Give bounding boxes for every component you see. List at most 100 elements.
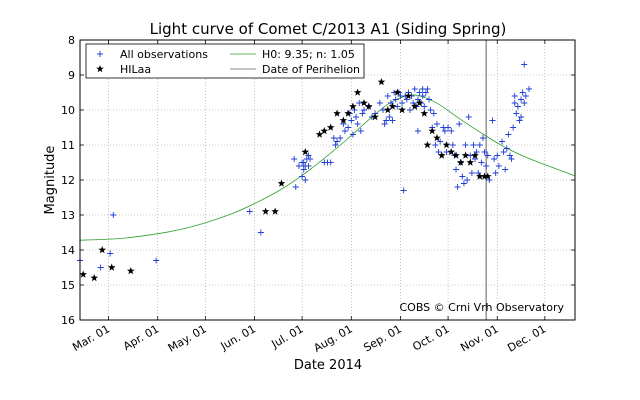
observation-point (522, 93, 529, 99)
observation-point (305, 152, 312, 159)
observation-point (419, 93, 426, 99)
hilaa-point (447, 148, 456, 156)
hilaa-point (433, 134, 441, 142)
observation-point (110, 212, 117, 218)
hilaa-point (410, 102, 419, 110)
observation-point (491, 156, 498, 162)
observation-point (468, 170, 475, 176)
observation-point (153, 257, 160, 264)
observation-point (356, 100, 363, 106)
observation-point (386, 114, 393, 120)
observation-point (400, 187, 407, 194)
hilaa-point (320, 127, 329, 135)
observation-point (407, 107, 413, 113)
observation-point (299, 173, 306, 180)
observation-point (422, 89, 429, 96)
observation-point (389, 117, 396, 124)
hilaa-point (79, 270, 87, 278)
observation-point (503, 145, 510, 152)
observation-point (510, 124, 517, 131)
hilaa-point (420, 109, 429, 117)
observation-point (334, 138, 341, 145)
observation-point (500, 149, 507, 155)
observation-point (473, 149, 480, 155)
observation-point (307, 156, 314, 162)
observation-point (484, 152, 491, 159)
x-axis-label: Date 2014 (294, 358, 362, 373)
chart-title: Light curve of Comet C/2013 A1 (Siding S… (150, 20, 507, 38)
legend-marker-star (96, 65, 104, 73)
observation-point (410, 100, 417, 106)
hilaa-point (377, 78, 386, 86)
y-axis-label: Magnitude (43, 146, 58, 215)
observation-point (421, 103, 428, 110)
observation-point (359, 110, 366, 117)
hilaa-point (466, 158, 475, 166)
hilaa-point (476, 172, 484, 180)
observation-point (411, 86, 418, 92)
observation-point (516, 117, 523, 124)
legend-label: H0: 9.35; n: 1.05 (262, 48, 355, 61)
y-tick-label: 8 (68, 34, 75, 47)
y-tick-label: 11 (61, 139, 75, 152)
observation-point (433, 121, 440, 127)
observation-point (502, 166, 509, 173)
observation-point (380, 107, 387, 113)
hilaa-point (456, 158, 465, 166)
legend-marker-plus (97, 51, 103, 57)
observation-point (511, 100, 518, 106)
observation-point (525, 86, 532, 92)
hilaa-point (483, 172, 492, 180)
y-tick-label: 9 (68, 69, 75, 82)
y-tick-label: 16 (61, 314, 75, 327)
hilaa-point (383, 106, 392, 114)
hilaa-point (90, 274, 99, 282)
hilaa-point (333, 109, 341, 117)
observation-point (445, 124, 452, 131)
legend-label: HILaa (120, 63, 151, 76)
observation-point (332, 142, 339, 148)
hilaa-point (349, 102, 357, 110)
hilaa-point (461, 151, 470, 159)
hilaa-point (480, 172, 489, 180)
legend-label: Date of Perihelion (262, 63, 360, 76)
observation-point (295, 163, 302, 169)
y-tick-label: 13 (61, 209, 75, 222)
observation-point (392, 96, 399, 103)
observation-point (302, 177, 309, 183)
observation-point (521, 61, 528, 68)
observation-point (479, 135, 486, 141)
observation-point (521, 100, 528, 106)
observation-point (441, 128, 448, 134)
observation-point (399, 100, 406, 106)
legend: All observations HILaa H0: 9.35; n: 1.05 Da… (85, 43, 365, 79)
observation-point (443, 149, 450, 155)
observation-point (341, 128, 348, 134)
hilaa-point (428, 127, 437, 135)
observation-point (435, 149, 442, 155)
hilaa-point (404, 92, 413, 100)
observation-point (514, 103, 521, 110)
observation-point (513, 110, 520, 117)
observation-point (387, 100, 394, 106)
observation-point (354, 121, 361, 127)
hilaa-point (326, 123, 335, 131)
observation-point (427, 107, 434, 113)
observation-point (300, 166, 307, 173)
observation-point (246, 208, 253, 215)
hilaa-point (353, 88, 362, 96)
observation-point (505, 131, 512, 138)
observation-point (349, 131, 356, 138)
observation-point (508, 156, 515, 162)
legend-label: All observations (120, 48, 208, 61)
observation-point (414, 96, 421, 103)
hilaa-point (388, 102, 397, 110)
observation-point (476, 142, 483, 148)
observation-point (494, 152, 501, 159)
observation-point (291, 156, 298, 162)
hilaa-point (301, 148, 310, 156)
hilaa-point (339, 116, 348, 124)
observation-marks (77, 61, 532, 282)
observation-point (456, 121, 463, 127)
